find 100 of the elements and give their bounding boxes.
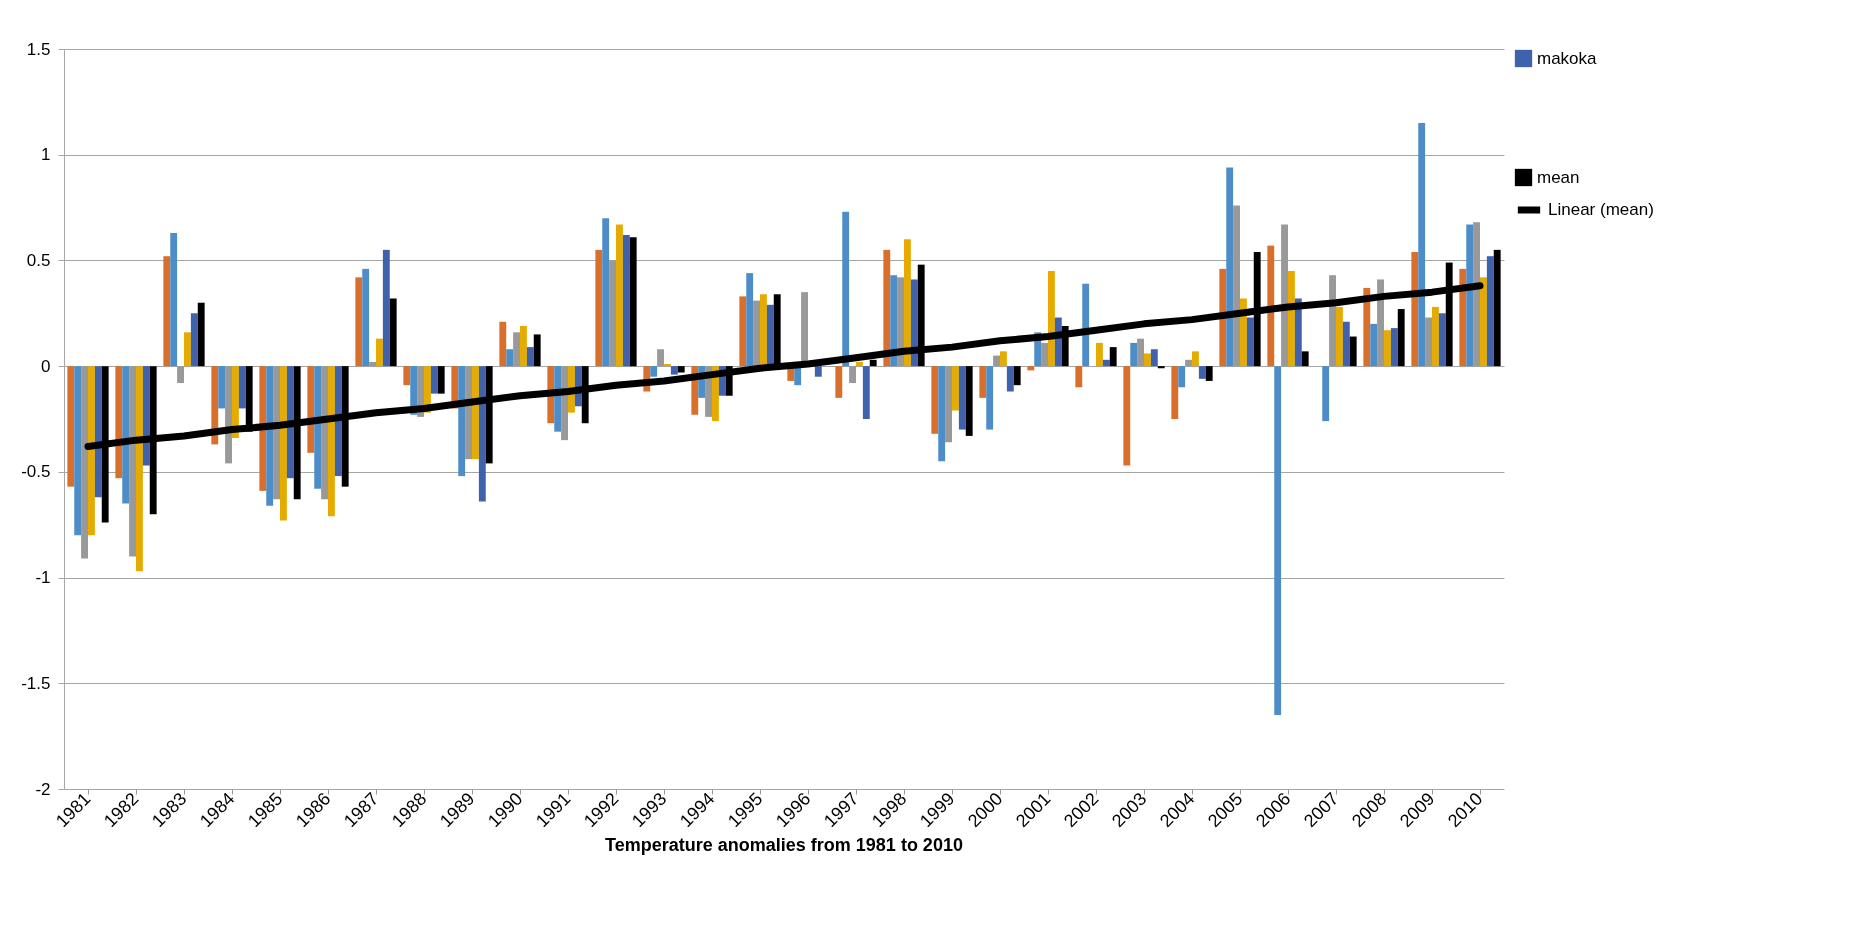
- bar: [94, 366, 102, 498]
- bar: [334, 366, 342, 477]
- bar: [513, 332, 520, 367]
- bar: [849, 366, 856, 384]
- bar: [458, 366, 466, 477]
- bar: [1466, 224, 1474, 367]
- bar: [286, 366, 294, 479]
- bar: [1048, 271, 1055, 367]
- bar: [561, 366, 568, 441]
- bar: [1411, 251, 1419, 367]
- bar: [533, 334, 541, 367]
- bar: [1198, 366, 1206, 379]
- bar: [677, 366, 685, 373]
- bar: [1171, 366, 1179, 419]
- bar: [650, 366, 658, 377]
- y-tick-label: -1: [35, 568, 51, 588]
- bar: [1322, 366, 1330, 422]
- bar: [958, 366, 966, 430]
- bar: [1123, 366, 1131, 466]
- bar: [238, 366, 246, 409]
- bar: [403, 366, 411, 386]
- bar: [1226, 167, 1234, 367]
- bar: [1349, 336, 1357, 367]
- bar: [1041, 342, 1048, 367]
- bar: [842, 211, 850, 367]
- bar: [622, 235, 630, 367]
- y-tick-label: -1.5: [21, 673, 51, 693]
- bar: [1384, 330, 1391, 367]
- bar: [122, 366, 130, 504]
- bar: [142, 366, 150, 466]
- bar: [1370, 323, 1378, 367]
- bar: [472, 366, 479, 460]
- bar: [163, 256, 171, 367]
- bar: [657, 349, 664, 367]
- x-axis-title: Temperature anomalies from 1981 to 2010: [605, 834, 963, 855]
- bar: [232, 366, 239, 439]
- bar: [465, 366, 472, 460]
- bar: [1281, 224, 1288, 367]
- bar: [1205, 366, 1213, 381]
- bar: [609, 260, 616, 367]
- bar: [437, 366, 445, 394]
- bar: [993, 355, 1000, 367]
- bar: [499, 321, 507, 367]
- bar: [602, 218, 610, 367]
- legend-label: makoka: [1537, 48, 1598, 68]
- bar: [1185, 359, 1192, 367]
- bar: [753, 300, 760, 367]
- bar: [67, 366, 75, 487]
- bar: [376, 338, 383, 367]
- bar: [526, 347, 534, 367]
- bar: [273, 366, 280, 500]
- bar: [225, 366, 232, 464]
- bar: [616, 224, 623, 367]
- bar: [430, 366, 438, 394]
- bar: [1137, 338, 1144, 367]
- bar: [1013, 366, 1021, 386]
- bar: [1219, 268, 1227, 367]
- y-tick-label: 0: [41, 356, 51, 376]
- legend-label: mean: [1537, 167, 1580, 187]
- bar: [321, 366, 328, 500]
- bar: [1329, 275, 1336, 367]
- bar: [1267, 245, 1275, 367]
- bar: [520, 325, 527, 367]
- bar: [986, 366, 994, 430]
- y-tick-label: 1.5: [26, 39, 51, 59]
- bar: [115, 366, 123, 479]
- bar: [910, 279, 918, 367]
- bar: [1192, 351, 1199, 367]
- bar: [280, 366, 287, 521]
- bar: [1006, 366, 1014, 392]
- bar: [766, 304, 774, 367]
- bar: [184, 332, 191, 367]
- bar: [1486, 256, 1494, 367]
- bar: [1178, 366, 1186, 388]
- bar: [670, 366, 678, 375]
- legend-label: Linear (mean): [1548, 200, 1654, 219]
- bar: [369, 361, 376, 367]
- bar: [945, 366, 952, 443]
- bar: [362, 268, 370, 367]
- bar: [1390, 328, 1398, 367]
- bar: [1493, 249, 1501, 367]
- bar: [1157, 366, 1165, 369]
- bar: [136, 366, 143, 572]
- bar: [245, 366, 253, 432]
- bar: [1418, 123, 1426, 367]
- bar: [856, 361, 863, 367]
- bar: [1027, 366, 1035, 371]
- bar: [177, 366, 184, 384]
- bar: [1130, 342, 1138, 367]
- bar: [1480, 277, 1487, 367]
- bar: [218, 366, 226, 409]
- bar: [1109, 347, 1117, 367]
- bar: [629, 237, 637, 367]
- bar: [314, 366, 322, 489]
- bar: [328, 366, 335, 517]
- bar: [1102, 359, 1110, 367]
- bar: [1336, 306, 1343, 367]
- bar: [869, 359, 877, 367]
- bar: [259, 366, 267, 491]
- bar: [746, 273, 754, 367]
